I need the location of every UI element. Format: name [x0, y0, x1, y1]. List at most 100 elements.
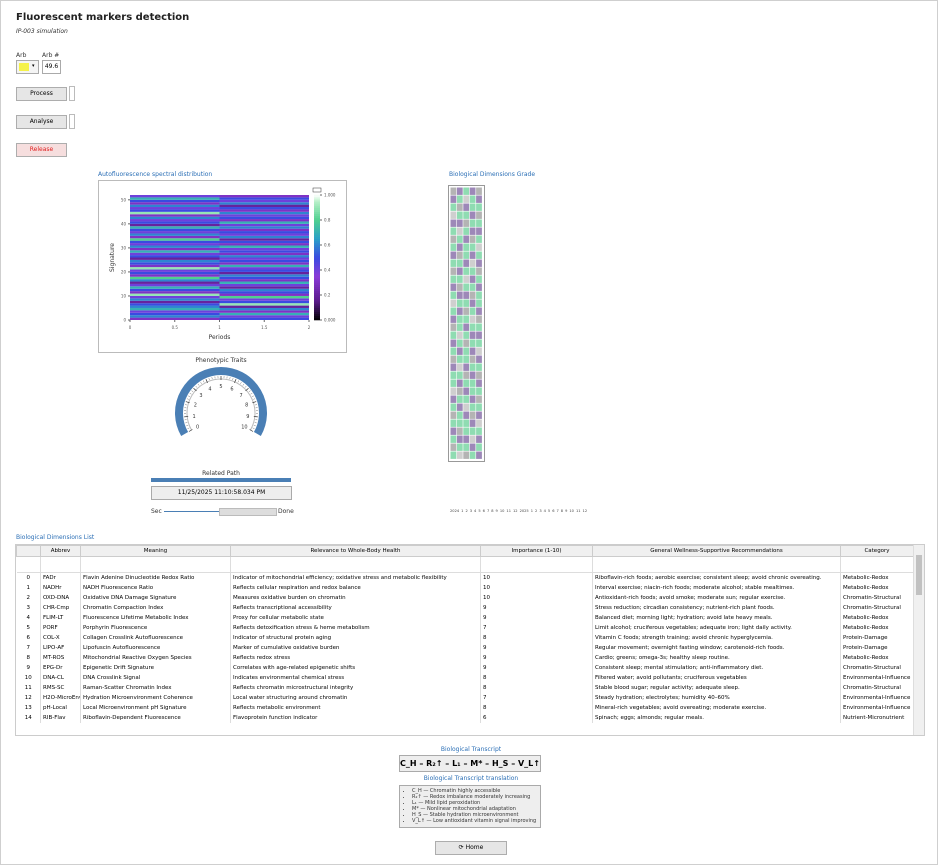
- grade-cell: [476, 387, 482, 395]
- colorbar-segment: [314, 317, 320, 321]
- heatmap-panel: 0 0.5 1 1.5 201020304050PeriodsSignature0.00…: [98, 180, 347, 353]
- table-row[interactable]: 2 OXD-DNA Oxidative DNA Damage Signature Me…: [16, 593, 914, 603]
- table-cell: Epigenetic Drift Signature: [80, 663, 231, 673]
- arb-input[interactable]: 49.6: [42, 60, 61, 74]
- gauge-tick: [234, 379, 237, 383]
- grade-cell: [456, 203, 463, 211]
- table-cell: H2O-MicroEnv: [40, 693, 81, 703]
- timeline-label: 6: [552, 509, 555, 513]
- heat-cell: [219, 197, 309, 200]
- timestamp: 11/25/2025 11:10:58.034 PM: [151, 486, 292, 500]
- heat-cell: [219, 276, 309, 280]
- analyse-button[interactable]: Analyse: [16, 115, 67, 129]
- release-button[interactable]: Release: [16, 143, 67, 157]
- scrollbar[interactable]: [913, 545, 924, 735]
- heat-cell: [130, 231, 220, 234]
- home-button[interactable]: ⟳ Home: [435, 841, 507, 855]
- table-row[interactable]: 10 DNA-CL DNA Crosslink Signal Indicates en…: [16, 673, 914, 683]
- table-cell: Limit alcohol; cruciferous vegetables; a…: [592, 623, 841, 633]
- row-index: 5: [16, 623, 41, 633]
- table-row[interactable]: 12 H2O-MicroEnv Hydration Microenvironment…: [16, 693, 914, 703]
- table-row[interactable]: 4 FLIM-LT Fluorescence Lifetime Metabolic …: [16, 613, 914, 623]
- grade-cell: [469, 347, 476, 355]
- color-dropdown[interactable]: ▾: [16, 60, 39, 74]
- heat-cell: [219, 310, 309, 313]
- table-cell: Indicates environmental chemical stress: [230, 673, 481, 683]
- table-row[interactable]: 9 EPG-Dr Epigenetic Drift Signature Correla…: [16, 663, 914, 673]
- grade-cell: [456, 451, 463, 459]
- process-indicator: [69, 86, 75, 101]
- colorbar-segment: [314, 196, 320, 200]
- heat-cell: [130, 286, 220, 289]
- y-tick-label: 50: [121, 197, 127, 202]
- colorbar-segment: [314, 200, 320, 204]
- scroll-thumb[interactable]: [916, 555, 922, 595]
- grade-cell: [476, 419, 482, 427]
- table-row[interactable]: 0 FADr Flavin Adenine Dinucleotide Redox R…: [16, 572, 914, 583]
- table-row[interactable]: 7 LIPO-AF Lipofuscin Autofluorescence Marke…: [16, 643, 914, 653]
- heat-cell: [219, 300, 309, 304]
- grade-cell: [476, 251, 482, 259]
- grade-cell: [456, 187, 463, 195]
- colorbar-segment: [314, 209, 320, 212]
- colorbar-segment: [314, 225, 320, 229]
- gauge-minor-tick: [253, 398, 256, 400]
- table-row[interactable]: 14 RIB-Flav Riboflavin-Dependent Fluoresce…: [16, 713, 914, 723]
- heat-cell: [130, 259, 220, 263]
- table-cell: Nutrient-Micronutrient: [840, 713, 914, 723]
- grade-cell: [476, 323, 482, 331]
- table-row[interactable]: 6 COL-X Collagen Crosslink Autofluorescenc…: [16, 633, 914, 643]
- table-cell: Riboflavin-rich foods; aerobic exercise;…: [592, 572, 841, 583]
- timeline-label: 3: [539, 509, 541, 513]
- colorbar-segment: [314, 236, 320, 240]
- table-cell: Proxy for cellular metabolic state: [230, 613, 481, 623]
- table-row[interactable]: 11 RMS-SC Raman-Scatter Chromatin Index Ref…: [16, 683, 914, 693]
- heat-cell: [130, 207, 220, 210]
- grade-cell: [450, 379, 457, 387]
- heat-cell: [130, 276, 220, 280]
- header-cell: Relevance to Whole-Body Health: [230, 545, 481, 557]
- grade-cell: [469, 299, 476, 307]
- gauge-tick: [193, 387, 197, 392]
- table-cell: Metabolic-Redox: [840, 653, 914, 663]
- gauge-minor-tick: [254, 422, 257, 424]
- table-cell: Cardio; greens; omega-3s; healthy sleep …: [592, 653, 841, 663]
- table-cell: Lipofuscin Autofluorescence: [80, 643, 231, 653]
- table-cell: Consistent sleep; mental stimulation; an…: [592, 663, 841, 673]
- table-row[interactable]: 13 pH-Local Local Microenvironment pH Sign…: [16, 703, 914, 713]
- grade-cell: [463, 323, 470, 331]
- table-cell: Chromatin Compaction Index: [80, 603, 231, 613]
- table-row[interactable]: 1 NADHr NADH Fluorescence Ratio Reflects ce…: [16, 583, 914, 593]
- grade-cell: [476, 347, 482, 355]
- colorbar-segment: [314, 275, 320, 279]
- row-index: 14: [16, 713, 41, 723]
- grade-cell: [469, 187, 476, 195]
- slider-thumb[interactable]: [219, 508, 277, 516]
- table-cell: Local water structuring around chromatin: [230, 693, 481, 703]
- process-button[interactable]: Process: [16, 87, 67, 101]
- row-index: 2: [16, 593, 41, 603]
- heat-cell: [130, 281, 220, 284]
- data-table: Abbrev Meaning Relevance to Whole-Body Hea…: [16, 545, 914, 723]
- heat-cell: [130, 298, 220, 301]
- heat-cell: [130, 312, 220, 316]
- colorbar-segment: [314, 253, 320, 256]
- heat-cell: [130, 235, 220, 239]
- table-cell: Steady hydration; electrolytes; humidity…: [592, 693, 841, 703]
- grade-cell: [476, 363, 482, 371]
- timeline-label: 2024: [450, 509, 460, 513]
- table-row[interactable]: 3 CHR-Cmp Chromatin Compaction Index Reflec…: [16, 603, 914, 613]
- colorbar-segment: [314, 261, 320, 265]
- grade-cell: [456, 411, 463, 419]
- transcript-title: Biological Transcript: [440, 746, 502, 753]
- table-cell: Metabolic-Redox: [840, 623, 914, 633]
- grade-cell: [469, 251, 476, 259]
- row-index: 11: [16, 683, 41, 693]
- table-row[interactable]: 8 MT-ROS Mitochondrial Reactive Oxygen Spe…: [16, 653, 914, 663]
- grade-cell: [476, 203, 482, 211]
- table-row[interactable]: 5 PORF Porphyrin Fluorescence Reflects deto…: [16, 623, 914, 633]
- grade-cell: [463, 379, 470, 387]
- grade-cell: [463, 195, 470, 203]
- heat-cell: [130, 300, 220, 304]
- table-cell: NADH Fluorescence Ratio: [80, 583, 231, 593]
